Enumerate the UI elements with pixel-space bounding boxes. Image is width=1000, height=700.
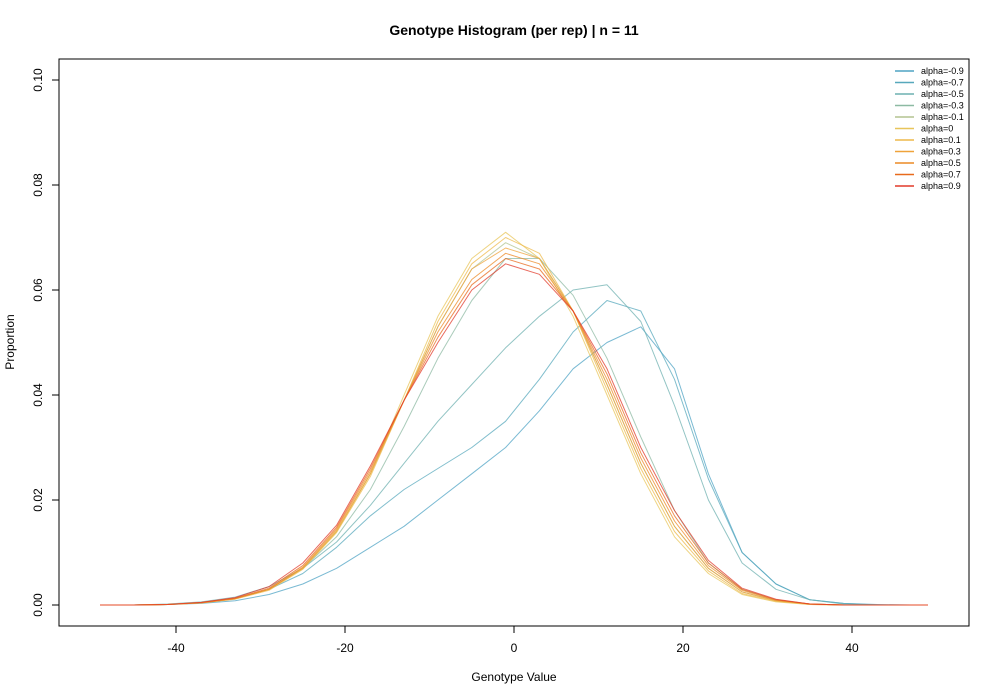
x-tick-label: 40: [845, 641, 859, 655]
x-axis-label: Genotype Value: [471, 670, 556, 684]
legend-label: alpha=0.5: [921, 158, 961, 168]
legend-label: alpha=-0.9: [921, 66, 964, 76]
legend-label: alpha=-0.7: [921, 78, 964, 88]
x-tick-label: 0: [511, 641, 518, 655]
legend-label: alpha=0: [921, 124, 953, 134]
plot-box: [58, 58, 970, 627]
legend-label: alpha=0.1: [921, 135, 961, 145]
series-layer: [100, 231, 928, 606]
y-tick-label: 0.10: [31, 68, 45, 92]
x-tick-label: -40: [167, 641, 185, 655]
series-line-9: [100, 258, 928, 606]
y-axis: 0.00 0.02 0.04 0.06 0.08 0.10: [31, 68, 60, 617]
y-tick-label: 0.02: [31, 488, 45, 512]
legend-label: alpha=-0.1: [921, 112, 964, 122]
series-line-1: [100, 300, 928, 606]
series-line-7: [100, 247, 928, 606]
legend-label: alpha=0.9: [921, 181, 961, 191]
series-line-2: [100, 284, 928, 606]
y-tick-label: 0.06: [31, 278, 45, 302]
y-tick-label: 0.08: [31, 173, 45, 197]
series-line-4: [100, 242, 928, 606]
y-tick-label: 0.04: [31, 383, 45, 407]
series-line-3: [100, 258, 928, 606]
y-axis-label: Proportion: [3, 314, 17, 369]
chart-title: Genotype Histogram (per rep) | n = 11: [389, 22, 639, 38]
legend-label: alpha=-0.3: [921, 101, 964, 111]
x-tick-label: 20: [676, 641, 690, 655]
legend-label: alpha=0.3: [921, 147, 961, 157]
y-tick-label: 0.00: [31, 593, 45, 617]
series-line-10: [100, 263, 928, 606]
x-axis: -40 -20 0 20 40: [167, 625, 859, 655]
legend-label: alpha=-0.5: [921, 89, 964, 99]
series-line-6: [100, 237, 928, 606]
series-line-5: [100, 231, 928, 606]
legend-label: alpha=0.7: [921, 170, 961, 180]
series-line-8: [100, 252, 928, 606]
series-line-0: [100, 326, 928, 606]
x-tick-label: -20: [336, 641, 354, 655]
